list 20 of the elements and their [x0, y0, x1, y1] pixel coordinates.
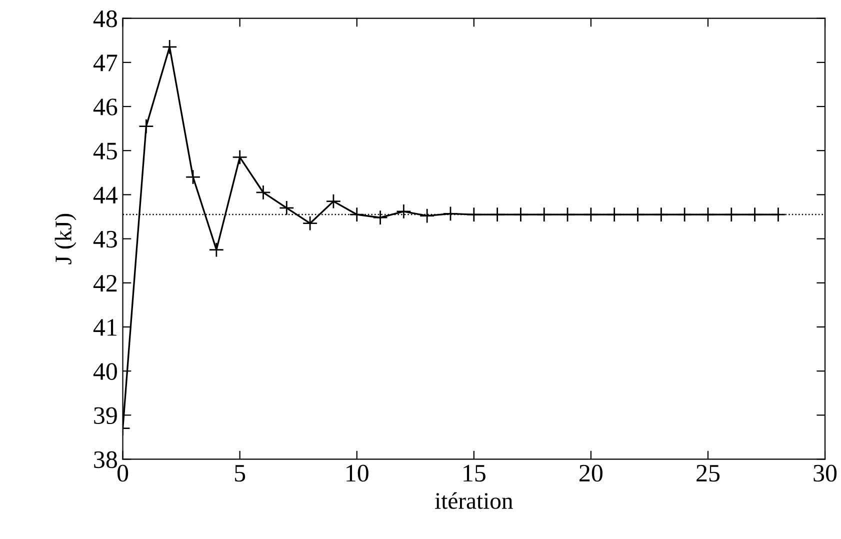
- y-tick-label: 41: [93, 319, 116, 336]
- x-tick-label: 15: [464, 464, 486, 482]
- x-axis-title: itération: [435, 492, 513, 509]
- y-tick-label: 48: [93, 10, 117, 28]
- x-tick-label: 5: [235, 465, 246, 482]
- y-tick-label: 42: [93, 274, 117, 292]
- x-tick-label: 25: [696, 464, 720, 482]
- y-tick-label: 39: [94, 407, 117, 424]
- x-tick-label: 20: [580, 464, 602, 482]
- x-tick-label: 30: [814, 464, 837, 482]
- y-tick-label: 43: [93, 230, 117, 248]
- y-tick-label: 46: [93, 98, 118, 116]
- x-tick-label: 0: [117, 464, 128, 482]
- y-axis-title: J (kJ): [54, 214, 76, 264]
- y-tick-label: 44: [93, 186, 118, 204]
- y-tick-label: 45: [93, 142, 117, 160]
- y-tick-label: 40: [93, 363, 117, 380]
- x-tick-label: 10: [346, 464, 368, 482]
- y-tick-label: 47: [93, 54, 118, 72]
- y-tick-label: 38: [94, 451, 117, 468]
